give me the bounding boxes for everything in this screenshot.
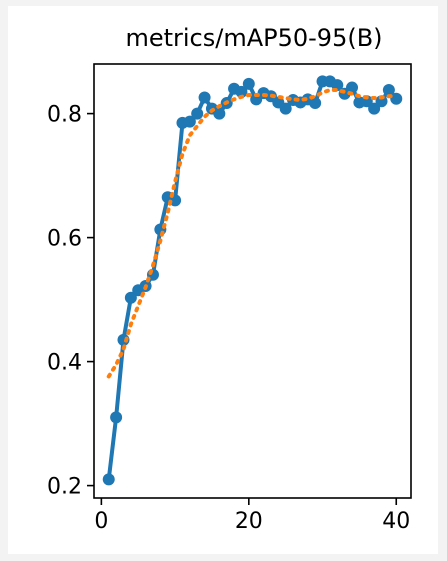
x-tick-label: 0 [94, 509, 108, 534]
series-0-point [198, 91, 211, 104]
series-0-point [279, 102, 292, 115]
series-1-dotted-line [106, 88, 399, 379]
axes-frame [93, 63, 412, 499]
series-0-point [110, 411, 123, 424]
series-0-point [375, 95, 388, 108]
series-0-point [124, 291, 137, 304]
y-tick-label: 0.4 [47, 351, 82, 376]
plot-area [102, 75, 403, 486]
series-0-point [390, 92, 403, 105]
series-0-point [382, 84, 395, 97]
series-0-point [183, 115, 196, 128]
series-0-point [235, 85, 248, 98]
series-0-point [242, 77, 255, 90]
series-0-point [309, 97, 322, 110]
x-tick-label: 40 [382, 509, 410, 534]
y-tick-label: 0.6 [47, 227, 82, 252]
axes: 0 20 40 0.2 0.4 0.6 0.8 [47, 63, 412, 534]
y-tick-label: 0.8 [47, 103, 82, 128]
series-0-point [191, 107, 204, 120]
chart-figure: metrics/mAP50-95(B) 0 20 40 0.2 0.4 0.6 0.8 [8, 6, 438, 554]
chart-title: metrics/mAP50-95(B) [125, 24, 382, 52]
series-0-point [368, 102, 381, 115]
chart-svg: metrics/mAP50-95(B) 0 20 40 0.2 0.4 0.6 0.8 [47, 24, 412, 534]
y-tick-label: 0.2 [47, 475, 82, 500]
series-0-point [346, 81, 359, 94]
x-tick-label: 20 [235, 509, 263, 534]
series-0-point [102, 473, 115, 486]
series-0-point [213, 107, 226, 120]
